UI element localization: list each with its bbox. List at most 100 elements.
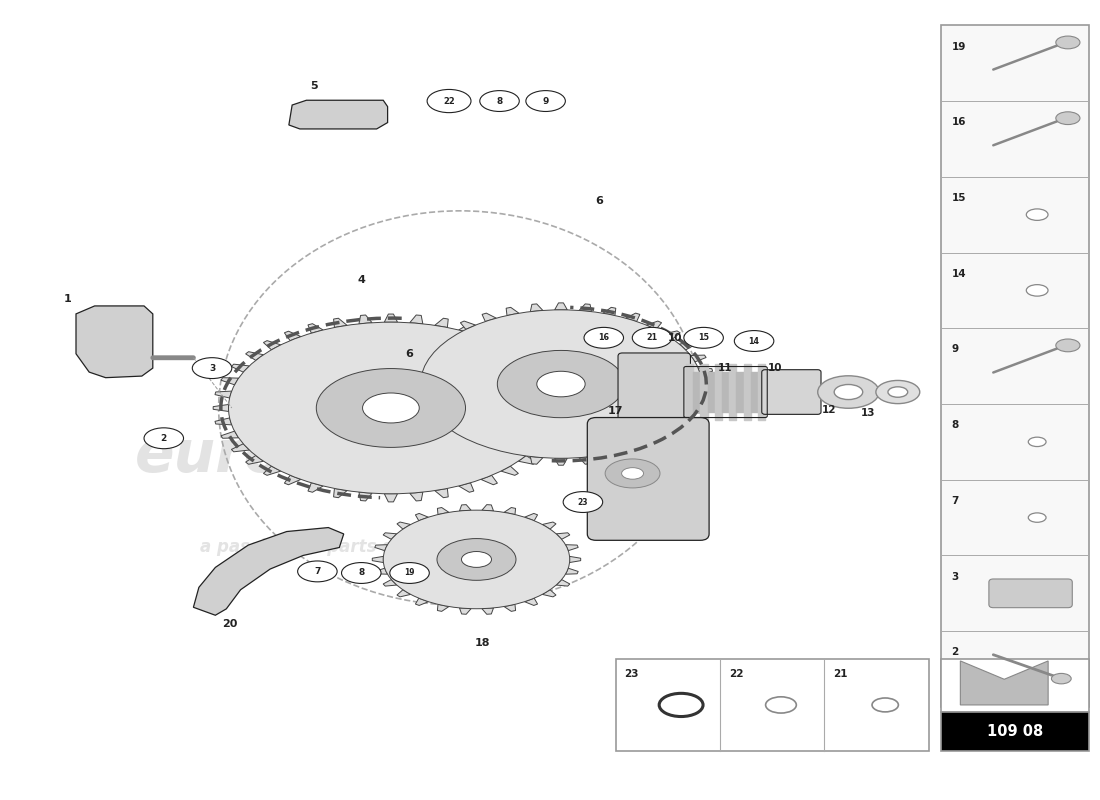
Polygon shape	[691, 406, 706, 413]
Ellipse shape	[817, 376, 879, 408]
Text: 15: 15	[952, 193, 966, 203]
Ellipse shape	[298, 561, 337, 582]
Polygon shape	[263, 466, 280, 475]
FancyBboxPatch shape	[989, 579, 1072, 608]
Text: 8: 8	[359, 569, 364, 578]
Text: 22: 22	[729, 669, 744, 678]
Ellipse shape	[480, 90, 519, 111]
Text: 109 08: 109 08	[987, 724, 1043, 739]
Polygon shape	[504, 507, 516, 514]
Polygon shape	[542, 522, 556, 529]
Polygon shape	[554, 303, 568, 310]
Ellipse shape	[341, 562, 381, 583]
Polygon shape	[384, 314, 397, 322]
Polygon shape	[427, 418, 442, 426]
Polygon shape	[409, 315, 422, 324]
Text: 9: 9	[542, 97, 549, 106]
Ellipse shape	[563, 492, 603, 513]
Text: 6: 6	[595, 196, 603, 206]
Ellipse shape	[834, 385, 862, 399]
Text: 9: 9	[952, 345, 959, 354]
Polygon shape	[460, 608, 471, 614]
Polygon shape	[245, 352, 264, 361]
Text: 14: 14	[952, 269, 966, 278]
Polygon shape	[416, 514, 428, 521]
Polygon shape	[308, 482, 323, 492]
FancyBboxPatch shape	[616, 659, 928, 750]
Polygon shape	[263, 341, 280, 350]
Ellipse shape	[684, 327, 724, 348]
Polygon shape	[434, 489, 448, 498]
Polygon shape	[333, 318, 348, 327]
Polygon shape	[416, 598, 428, 606]
Polygon shape	[554, 458, 568, 466]
Ellipse shape	[389, 562, 429, 583]
Ellipse shape	[363, 393, 419, 423]
Ellipse shape	[1026, 209, 1048, 220]
Ellipse shape	[383, 510, 570, 609]
Text: 14: 14	[749, 337, 760, 346]
Polygon shape	[550, 418, 566, 425]
Polygon shape	[375, 568, 387, 574]
Polygon shape	[481, 475, 497, 485]
Polygon shape	[698, 394, 713, 400]
Ellipse shape	[766, 697, 796, 713]
Ellipse shape	[437, 538, 516, 580]
Text: 21: 21	[647, 334, 658, 342]
Polygon shape	[214, 391, 232, 398]
Polygon shape	[482, 313, 496, 322]
Ellipse shape	[1052, 674, 1071, 684]
Text: 3: 3	[952, 572, 959, 582]
Polygon shape	[532, 364, 550, 372]
Polygon shape	[530, 457, 543, 464]
Polygon shape	[698, 368, 713, 374]
Polygon shape	[460, 505, 471, 511]
Polygon shape	[427, 342, 442, 350]
Ellipse shape	[144, 428, 184, 449]
Ellipse shape	[605, 459, 660, 488]
Text: 11: 11	[718, 363, 733, 373]
Ellipse shape	[1018, 431, 1057, 452]
Ellipse shape	[1056, 339, 1080, 352]
Polygon shape	[680, 342, 695, 350]
Polygon shape	[626, 446, 640, 455]
Ellipse shape	[1013, 202, 1062, 227]
Text: 20: 20	[222, 619, 238, 630]
Ellipse shape	[1056, 36, 1080, 49]
Polygon shape	[397, 522, 410, 529]
Polygon shape	[525, 514, 538, 521]
Polygon shape	[504, 604, 516, 611]
Ellipse shape	[427, 90, 471, 113]
Polygon shape	[438, 604, 449, 611]
Polygon shape	[375, 545, 387, 550]
Polygon shape	[359, 492, 372, 501]
Ellipse shape	[748, 687, 814, 722]
Polygon shape	[500, 341, 518, 350]
FancyBboxPatch shape	[940, 659, 1089, 712]
Ellipse shape	[497, 350, 625, 418]
Ellipse shape	[876, 381, 920, 404]
Polygon shape	[518, 352, 536, 361]
Polygon shape	[579, 457, 592, 464]
Ellipse shape	[526, 90, 565, 111]
Polygon shape	[647, 321, 661, 330]
Ellipse shape	[1028, 437, 1046, 446]
Polygon shape	[245, 455, 264, 464]
Ellipse shape	[1028, 513, 1046, 522]
Text: 13: 13	[860, 408, 875, 418]
FancyBboxPatch shape	[618, 353, 691, 431]
Text: 15: 15	[698, 334, 710, 342]
Polygon shape	[664, 331, 680, 339]
Polygon shape	[383, 533, 397, 539]
Polygon shape	[221, 431, 239, 438]
Text: a passion for parts since 1985: a passion for parts since 1985	[200, 538, 483, 557]
FancyBboxPatch shape	[762, 370, 821, 414]
Polygon shape	[482, 505, 494, 511]
Polygon shape	[506, 453, 519, 461]
Polygon shape	[664, 429, 680, 438]
Text: 23: 23	[578, 498, 588, 506]
Text: 6: 6	[406, 349, 414, 358]
Polygon shape	[442, 331, 458, 339]
Text: 21: 21	[833, 669, 848, 678]
Ellipse shape	[872, 698, 899, 712]
